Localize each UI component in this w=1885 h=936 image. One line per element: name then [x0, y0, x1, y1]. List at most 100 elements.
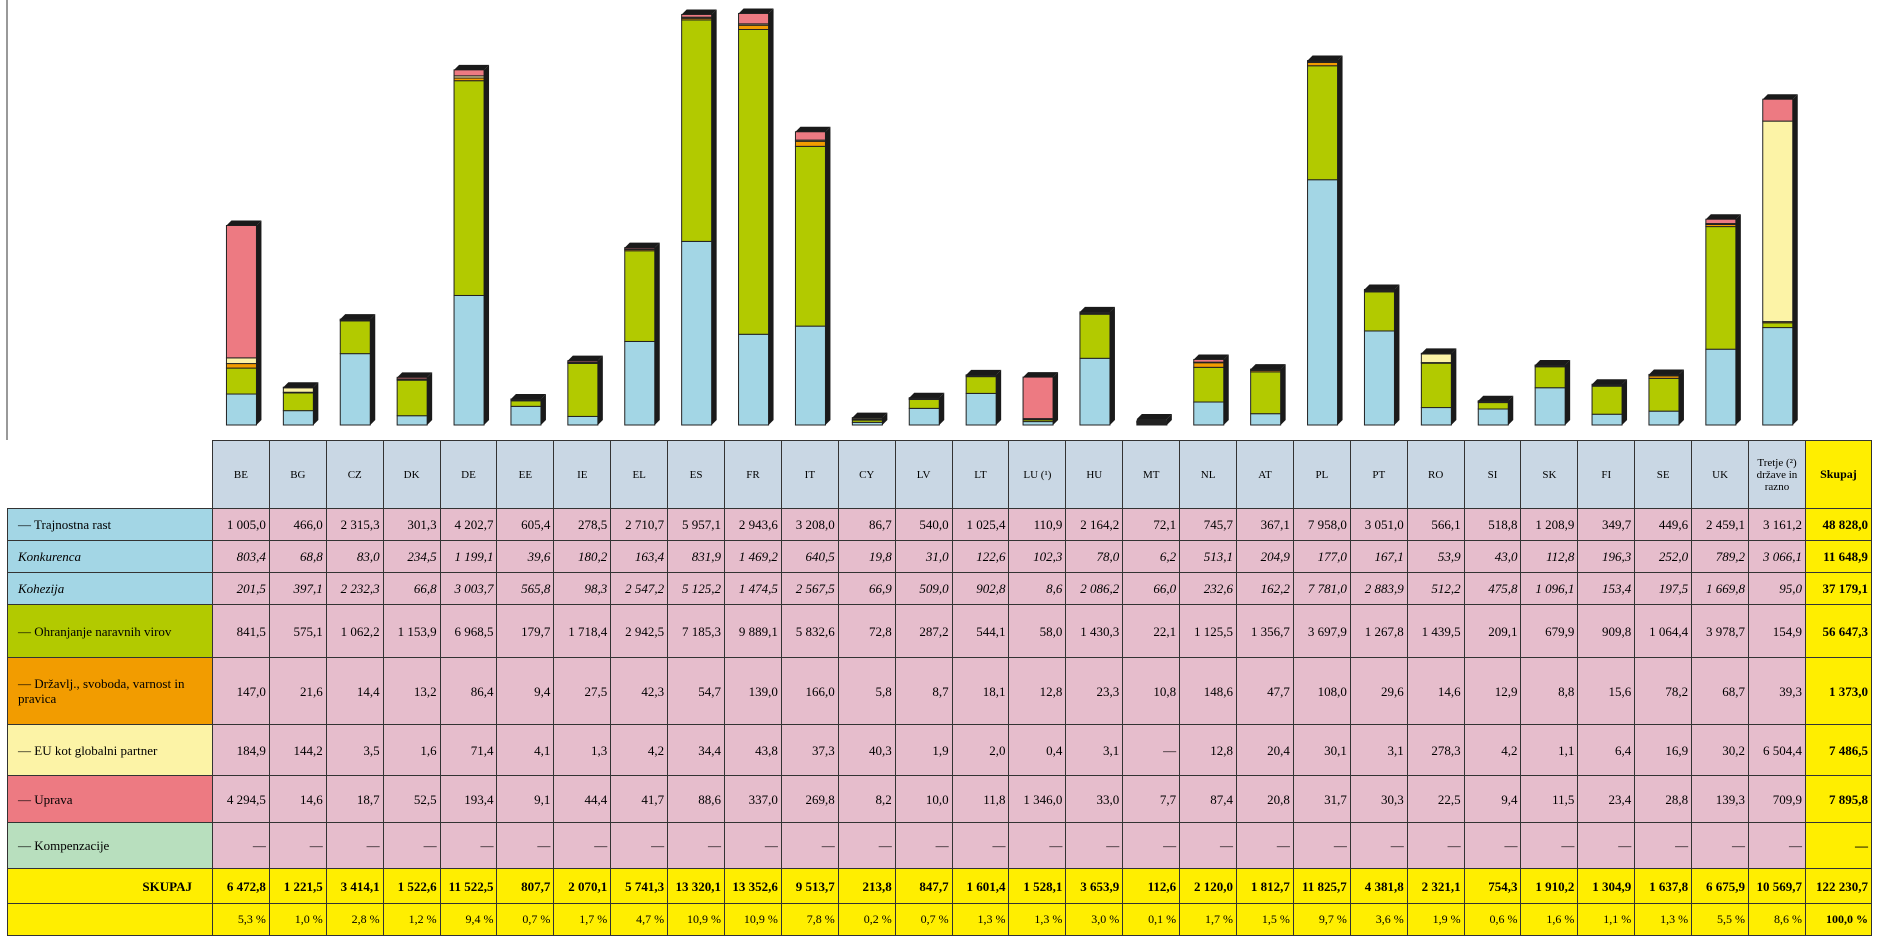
- table-cell: 47,7: [1236, 657, 1294, 725]
- table-cell: 232,6: [1179, 572, 1238, 605]
- table-cell: 754,3: [1463, 868, 1522, 904]
- bar-segment: [1705, 348, 1737, 426]
- table-cell: 3,6 %: [1349, 903, 1408, 936]
- table-cell: 0,6 %: [1463, 903, 1522, 936]
- bar-segment: [1193, 401, 1225, 426]
- bar-top: [624, 242, 660, 248]
- total-cell: 11 648,9: [1804, 540, 1872, 573]
- table-cell: —: [268, 822, 327, 869]
- table-cell: 566,1: [1406, 508, 1465, 541]
- bar-top: [1136, 414, 1172, 419]
- bar-segment: [1420, 353, 1452, 364]
- table-cell: 148,6: [1179, 657, 1238, 725]
- bar-segment: [225, 393, 257, 426]
- table-cell: 3 978,7: [1691, 604, 1750, 658]
- country-header: PL: [1292, 440, 1351, 509]
- bar-segment: [738, 24, 770, 30]
- table-cell: 9,7 %: [1292, 903, 1351, 936]
- table-cell: 1 025,4: [951, 508, 1010, 541]
- table-cell: 745,7: [1179, 508, 1238, 541]
- table-cell: 3 697,9: [1292, 604, 1351, 658]
- country-header: CY: [837, 440, 896, 509]
- bar-segment: [738, 12, 770, 25]
- bar-segment: [624, 340, 656, 426]
- bar-side: [711, 9, 717, 426]
- table-cell: 139,3: [1691, 775, 1750, 823]
- bar-segment: [1534, 366, 1566, 389]
- table-cell: 71,4: [439, 724, 498, 776]
- table-cell: 287,2: [894, 604, 953, 658]
- table-cell: —: [496, 822, 555, 869]
- table-cell: 1,3 %: [1008, 903, 1067, 936]
- table-cell: 1,6: [382, 724, 441, 776]
- table-cell: 2 883,9: [1349, 572, 1408, 605]
- table-cell: 2 567,5: [780, 572, 839, 605]
- table-cell: 3,1: [1349, 724, 1408, 776]
- table-cell: 3 066,1: [1748, 540, 1806, 573]
- table-cell: 58,0: [1008, 604, 1067, 658]
- total-cell: 48 828,0: [1804, 508, 1872, 541]
- country-header: LT: [951, 440, 1010, 509]
- data-table: BE BG CZ DK DE EE IE EL ES FR IT CY LV LT LU (¹) HU MT NL…: [7, 440, 1872, 936]
- stacked-bar-chart: [6, 0, 1798, 440]
- table-cell: 3,5: [325, 724, 384, 776]
- bar-segment: [1591, 413, 1623, 426]
- country-header: Tretje (²) države in razno: [1748, 440, 1806, 509]
- table-cell: 3 161,2: [1748, 508, 1806, 541]
- bar-segment: [510, 405, 542, 426]
- table-cell: 201,5: [212, 572, 270, 605]
- country-header: LU (¹): [1008, 440, 1067, 509]
- bar-side: [825, 126, 831, 426]
- bar-side: [597, 355, 603, 425]
- bar-segment: [965, 392, 997, 426]
- bar-segment: [1307, 179, 1339, 426]
- table-cell: 72,1: [1122, 508, 1181, 541]
- table-cell: 4 294,5: [212, 775, 270, 823]
- table-cell: 1 153,9: [382, 604, 441, 658]
- table-cell: 31,7: [1292, 775, 1351, 823]
- table-cell: —: [724, 822, 782, 869]
- bar-top: [1023, 372, 1059, 378]
- table-cell: 110,9: [1008, 508, 1067, 541]
- table-cell: 6 472,8: [212, 868, 270, 904]
- table-cell: 86,4: [439, 657, 498, 725]
- table-cell: 1,1 %: [1577, 903, 1636, 936]
- table-cell: 1 221,5: [268, 868, 327, 904]
- table-cell: 39,3: [1748, 657, 1806, 725]
- table-cell: 30,1: [1292, 724, 1351, 776]
- table-cell: 39,6: [496, 540, 555, 573]
- table-cell: 709,9: [1748, 775, 1806, 823]
- table-cell: 19,8: [837, 540, 896, 573]
- table-cell: 8,6 %: [1748, 903, 1806, 936]
- table-row: — Ohranjanje naravnih virov 841,5 575,1 1 0…: [7, 604, 1872, 658]
- table-cell: 1,7 %: [553, 903, 612, 936]
- bar-segment: [794, 140, 826, 147]
- table-cell: 841,5: [212, 604, 270, 658]
- table-cell: 2 120,0: [1179, 868, 1238, 904]
- table-cell: 37,3: [780, 724, 839, 776]
- table-cell: 14,4: [325, 657, 384, 725]
- table-cell: 28,8: [1634, 775, 1693, 823]
- table-cell: 1,0 %: [268, 903, 327, 936]
- table-cell: 1 439,5: [1406, 604, 1465, 658]
- table-cell: —: [1748, 822, 1806, 869]
- table-cell: 4 381,8: [1349, 868, 1408, 904]
- table-cell: 12,8: [1179, 724, 1238, 776]
- bar-segment: [567, 360, 599, 363]
- table-row: — Kompenzacije — — — — — — — — — — — — — — — — — — — — — — — — — —…: [7, 822, 1872, 869]
- table-row: Kohezija 201,5 397,1 2 232,3 66,8 3 003,7 565,…: [7, 572, 1872, 605]
- bar-side: [1109, 306, 1115, 425]
- table-cell: 902,8: [951, 572, 1010, 605]
- table-cell: —: [1634, 822, 1693, 869]
- table-cell: 1 522,6: [382, 868, 441, 904]
- table-cell: 9 513,7: [780, 868, 839, 904]
- bar-segment: [282, 392, 314, 412]
- table-cell: 1 718,4: [553, 604, 612, 658]
- table-cell: 14,6: [268, 775, 327, 823]
- table-cell: 162,2: [1236, 572, 1294, 605]
- table-row: — Trajnostna rast 1 005,0 466,0 2 315,3 301,…: [7, 508, 1872, 541]
- total-cell: 7 486,5: [1804, 724, 1872, 776]
- table-cell: 72,8: [837, 604, 896, 658]
- country-header: PT: [1349, 440, 1408, 509]
- table-cell: 13 352,6: [724, 868, 782, 904]
